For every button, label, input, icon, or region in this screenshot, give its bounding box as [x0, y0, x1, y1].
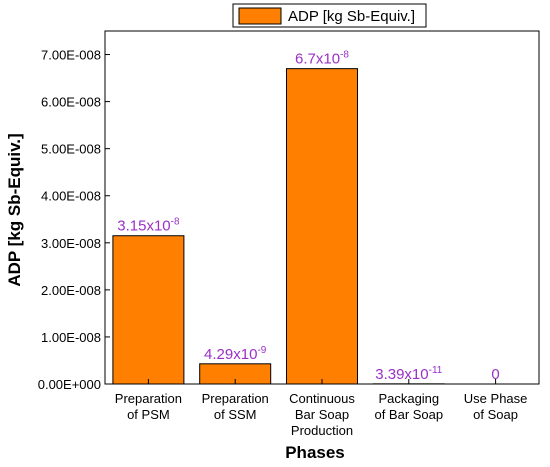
- y-tick-label: 4.00E-008: [41, 189, 101, 204]
- plot-frame: [104, 30, 540, 385]
- x-tick-label: Preparation: [202, 391, 269, 406]
- bar: [112, 235, 185, 385]
- legend-label: ADP [kg Sb-Equiv.]: [288, 8, 415, 25]
- data-label-base: 3.15x10: [117, 218, 170, 235]
- data-label: 4.29x10-9: [204, 345, 267, 363]
- legend: ADP [kg Sb-Equiv.]: [232, 3, 427, 28]
- data-label-exponent: -8: [340, 50, 349, 61]
- x-tick-label: of Bar Soap: [374, 407, 443, 422]
- x-tick-label: Preparation: [115, 391, 182, 406]
- y-tick-label: 1.00E-008: [41, 330, 101, 345]
- y-tick-label: 6.00E-008: [41, 95, 101, 110]
- y-tick-label: 2.00E-008: [41, 283, 101, 298]
- x-tick-label: Use Phase: [464, 391, 528, 406]
- y-tick-label: 7.00E-008: [41, 48, 101, 63]
- data-label: 6.7x10-8: [295, 50, 349, 68]
- x-tick-label: Production: [291, 423, 353, 438]
- data-label-base: 4.29x10: [204, 346, 257, 363]
- x-axis-label: Phases: [285, 443, 345, 462]
- y-tick-label: 3.00E-008: [41, 236, 101, 251]
- x-tick-label: of PSM: [127, 407, 170, 422]
- bar: [286, 68, 358, 385]
- data-label-exponent: -11: [429, 365, 443, 376]
- legend-swatch: [238, 7, 282, 25]
- data-label-exponent: -9: [257, 345, 266, 356]
- data-label: 3.39x10-11: [375, 365, 443, 383]
- data-label-base: 3.39x10: [375, 366, 428, 383]
- x-tick-label: Continuous: [289, 391, 355, 406]
- x-tick-label: of SSM: [214, 407, 257, 422]
- y-axis-label: ADP [kg Sb-Equiv.]: [5, 133, 24, 286]
- y-tick-label: 5.00E-008: [41, 142, 101, 157]
- data-label-base: 6.7x10: [295, 51, 340, 68]
- data-label: 3.15x10-8: [117, 217, 180, 235]
- data-label-exponent: -8: [171, 217, 180, 228]
- y-tick-label: 0.00E+000: [38, 377, 101, 392]
- y-axis-ticks: 0.00E+000 1.00E-008 2.00E-008 3.00E-008 4.00…: [38, 48, 110, 392]
- data-label-base: 0: [491, 366, 499, 383]
- data-label: 0: [491, 366, 499, 383]
- x-tick-label: Packaging: [378, 391, 439, 406]
- data-labels: 3.15x10-84.29x10-96.7x10-83.39x10-11 0: [117, 50, 500, 383]
- x-tick-label: Bar Soap: [295, 407, 349, 422]
- x-tick-label: of Soap: [473, 407, 518, 422]
